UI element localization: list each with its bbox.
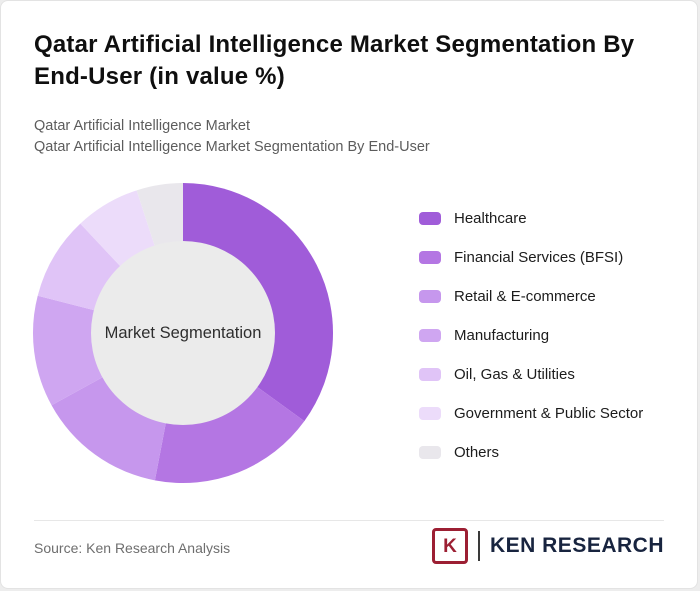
legend-item: Manufacturing <box>419 327 643 344</box>
legend-label: Healthcare <box>454 210 527 227</box>
legend-item: Financial Services (BFSI) <box>419 249 643 266</box>
legend-label: Manufacturing <box>454 327 550 344</box>
legend-label: Financial Services (BFSI) <box>454 249 624 266</box>
legend-swatch <box>419 329 441 342</box>
donut-chart-svg <box>32 183 333 483</box>
legend-swatch <box>419 446 441 459</box>
subtitle-line-2: Qatar Artificial Intelligence Market Seg… <box>34 139 430 155</box>
source-text: Source: Ken Research Analysis <box>34 540 231 556</box>
legend-item: Government & Public Sector <box>419 405 644 422</box>
legend-item: Oil, Gas & Utilities <box>419 366 643 383</box>
legend-label: Retail & E-commerce <box>454 288 596 305</box>
legend-swatch <box>419 251 441 264</box>
footer-divider <box>34 520 664 521</box>
logo-divider <box>477 531 480 561</box>
legend-item: Retail & E-commerce <box>419 288 643 305</box>
legend-swatch <box>419 407 441 420</box>
legend-swatch <box>419 368 441 381</box>
donut-center-label: Market Segmentation <box>104 323 262 342</box>
legend-label: Government & Public Sector <box>454 405 644 422</box>
ken-research-logo: K KEN RESEARCH <box>431 528 664 564</box>
legend-item: Healthcare <box>419 210 643 227</box>
legend-label: Oil, Gas & Utilities <box>454 366 575 383</box>
page-title: Qatar Artificial Intelligence Market Seg… <box>34 31 635 91</box>
legend-label: Others <box>454 444 500 461</box>
logo-k-icon: K <box>431 528 468 564</box>
legend-swatch <box>419 290 441 303</box>
legend-swatch <box>419 212 441 225</box>
donut-hole <box>91 241 275 425</box>
legend-item: Others <box>419 444 643 461</box>
chart-legend: Healthcare Financial Services (BFSI) Retai… <box>419 210 644 484</box>
logo-text: KEN RESEARCH <box>489 534 664 557</box>
subtitle-line-1: Qatar Artificial Intelligence Market <box>34 118 250 134</box>
logo-letter: K <box>443 535 457 557</box>
donut-chart: Market Segmentation <box>31 181 335 485</box>
